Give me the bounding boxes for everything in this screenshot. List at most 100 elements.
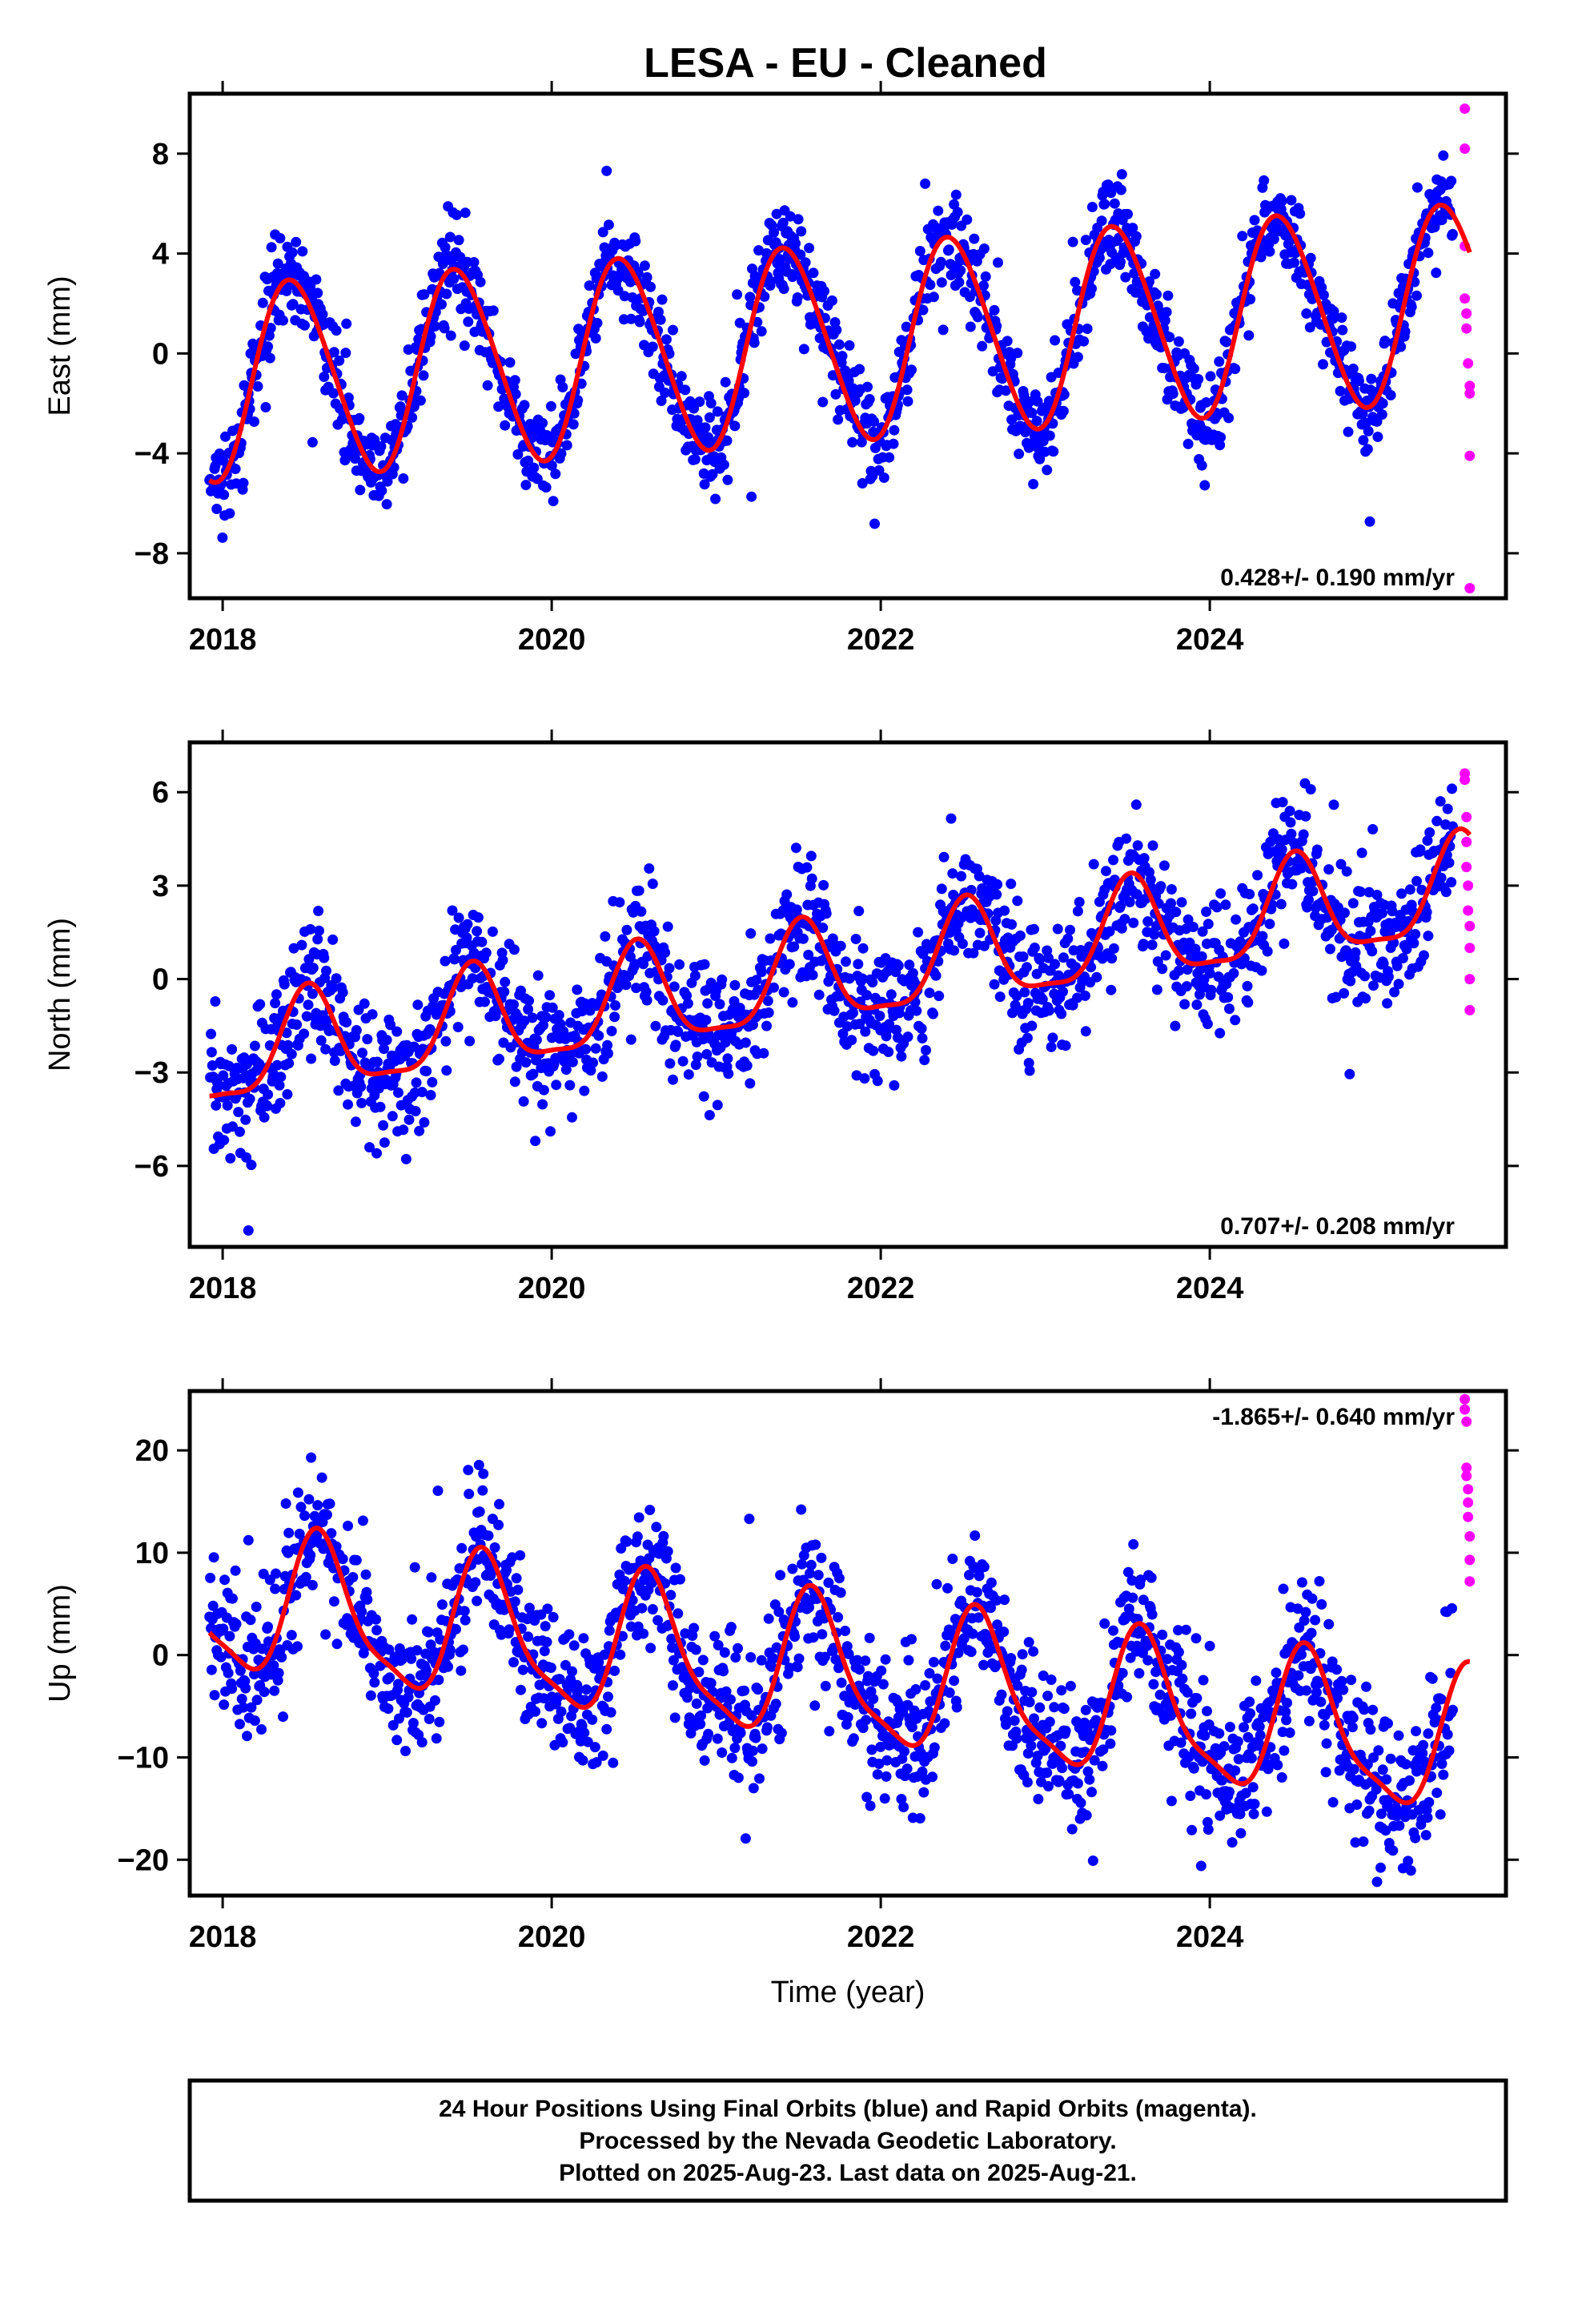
final-orbit-point: [1287, 879, 1298, 890]
final-orbit-point: [790, 842, 801, 854]
final-orbit-point: [1121, 833, 1132, 844]
final-orbit-point: [578, 1633, 589, 1644]
final-orbit-point: [286, 1630, 297, 1641]
x-tick-label: 2024: [1176, 623, 1244, 657]
final-orbit-point: [340, 348, 351, 359]
final-orbit-point: [519, 1015, 530, 1027]
final-orbit-point: [843, 1648, 854, 1659]
final-orbit-point: [656, 294, 668, 305]
final-orbit-point: [596, 1071, 608, 1082]
final-orbit-point: [1029, 923, 1039, 935]
footer-line-1: 24 Hour Positions Using Final Orbits (bl…: [439, 2096, 1257, 2122]
final-orbit-point: [1157, 963, 1168, 975]
final-orbit-point: [849, 395, 861, 406]
final-orbit-point: [331, 973, 342, 984]
final-orbit-point: [1160, 950, 1171, 961]
final-orbit-point: [547, 1002, 558, 1013]
final-orbit-point: [602, 1039, 613, 1051]
final-orbit-point: [1406, 301, 1417, 312]
final-orbit-point: [1251, 1675, 1262, 1687]
final-orbit-point: [1410, 1832, 1421, 1844]
final-orbit-point: [540, 1011, 552, 1023]
final-orbit-point: [677, 1055, 689, 1067]
final-orbit-point: [889, 424, 900, 436]
final-orbit-point: [1447, 783, 1458, 794]
final-orbit-point: [499, 1604, 510, 1615]
rapid-orbit-point: [1461, 308, 1472, 319]
final-orbit-point: [859, 1073, 870, 1084]
final-orbit-point: [1315, 1696, 1327, 1707]
final-orbit-point: [1191, 999, 1203, 1011]
final-orbit-point: [1286, 828, 1297, 839]
final-orbit-point: [423, 1626, 434, 1638]
final-orbit-point: [943, 244, 954, 255]
final-orbit-point: [1239, 1722, 1249, 1733]
final-orbit-point: [556, 448, 567, 459]
final-orbit-point: [1350, 1837, 1361, 1848]
final-orbit-point: [934, 991, 945, 1002]
final-orbit-point: [1159, 315, 1170, 326]
final-orbit-point: [1034, 1702, 1046, 1713]
final-orbit-point: [885, 989, 897, 1000]
final-orbit-point: [1345, 975, 1356, 987]
final-orbit-point: [1214, 356, 1225, 367]
final-orbit-point: [1255, 251, 1267, 263]
final-orbit-point: [986, 1577, 997, 1588]
final-orbit-point: [463, 1465, 474, 1476]
final-orbit-point: [1447, 1704, 1458, 1715]
final-orbit-point: [1230, 1015, 1241, 1026]
final-orbit-point: [383, 1703, 394, 1715]
final-orbit-point: [608, 1757, 619, 1768]
final-orbit-point: [1359, 971, 1371, 982]
final-orbit-point: [220, 431, 231, 442]
final-orbit-point: [1065, 1680, 1076, 1691]
final-orbit-point: [1431, 815, 1443, 826]
plot-content: [204, 1393, 1476, 1888]
final-orbit-point: [906, 1634, 917, 1645]
final-orbit-point: [1150, 1667, 1162, 1678]
final-orbit-point: [690, 1644, 701, 1655]
final-orbit-point: [1380, 1825, 1391, 1836]
final-orbit-point: [833, 1612, 844, 1622]
final-orbit-point: [1318, 289, 1329, 300]
final-orbit-point: [1024, 396, 1035, 407]
final-orbit-point: [950, 189, 962, 200]
y-tick-label: 3: [152, 870, 169, 903]
final-orbit-point: [816, 1552, 827, 1563]
final-orbit-point: [1281, 1715, 1292, 1726]
final-orbit-point: [684, 1712, 695, 1723]
final-orbit-point: [819, 1651, 830, 1663]
final-orbit-point: [282, 1089, 293, 1100]
final-orbit-point: [281, 285, 292, 296]
final-orbit-point: [631, 983, 642, 994]
final-orbit-point: [408, 1718, 419, 1729]
final-orbit-point: [1371, 890, 1383, 900]
final-orbit-point: [884, 452, 895, 463]
final-orbit-point: [656, 396, 667, 406]
final-orbit-point: [1129, 267, 1140, 279]
final-orbit-point: [962, 214, 973, 225]
final-orbit-point: [789, 1631, 801, 1642]
final-orbit-point: [351, 1554, 362, 1566]
final-orbit-point: [1135, 1574, 1146, 1586]
final-orbit-point: [762, 995, 773, 1007]
final-orbit-point: [813, 1570, 824, 1581]
final-orbit-point: [246, 1160, 257, 1171]
final-orbit-point: [494, 1498, 504, 1510]
final-orbit-point: [789, 941, 800, 952]
rapid-orbit-point: [1464, 450, 1476, 461]
final-orbit-point: [231, 1618, 242, 1630]
rapid-orbit-point: [1464, 943, 1476, 954]
final-orbit-point: [235, 1719, 245, 1730]
final-orbit-point: [1264, 919, 1275, 930]
final-orbit-point: [1179, 999, 1191, 1010]
final-orbit-point: [271, 1568, 281, 1579]
final-orbit-point: [791, 904, 802, 915]
final-orbit-point: [1359, 1704, 1370, 1715]
final-orbit-point: [808, 1632, 819, 1643]
final-orbit-point: [636, 1602, 648, 1614]
final-orbit-point: [238, 477, 249, 489]
final-orbit-point: [236, 1694, 247, 1704]
final-orbit-point: [740, 1833, 751, 1844]
final-orbit-point: [787, 1563, 798, 1574]
